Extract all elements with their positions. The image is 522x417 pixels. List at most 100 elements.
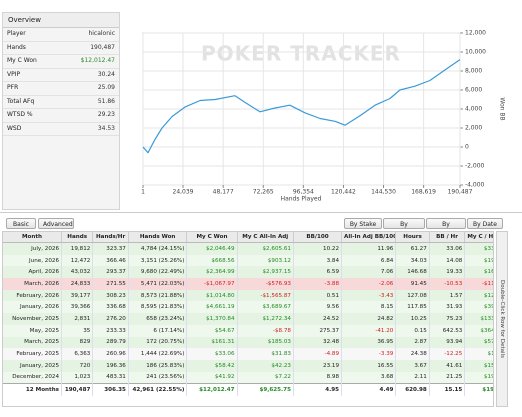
table-cell: 289.79 bbox=[92, 336, 129, 349]
x-tick-label: 190,487 bbox=[448, 189, 473, 196]
table-row[interactable]: April, 2026 43,032 293.37 9,680 (22.49%) $2,… bbox=[3, 266, 493, 279]
table-cell: 8.98 bbox=[293, 371, 343, 384]
table-cell: 41.61 bbox=[429, 359, 466, 372]
total-cell: 620.98 bbox=[395, 383, 430, 397]
table-cell: 336.68 bbox=[92, 301, 129, 314]
table-cell: 271.55 bbox=[92, 278, 129, 290]
column-header[interactable]: Hours bbox=[395, 232, 430, 243]
table-cell: $41.92 bbox=[186, 371, 238, 384]
table-cell: $2,937.15 bbox=[237, 266, 294, 279]
table-cell: 275.37 bbox=[293, 324, 343, 337]
table-cell: $161.31 bbox=[186, 336, 238, 349]
table-cell: February, 2025 bbox=[3, 348, 63, 360]
stat-label: WTSD % bbox=[7, 111, 33, 118]
table-cell: $33.06 bbox=[186, 348, 238, 360]
stat-label: WSD bbox=[7, 124, 22, 132]
table-cell: $1,014.80 bbox=[186, 289, 238, 302]
table-cell: 146.68 bbox=[395, 266, 430, 279]
table-cell: $16.1 bbox=[464, 266, 493, 279]
table-cell: 24.82 bbox=[341, 313, 397, 325]
table-cell: 14.08 bbox=[429, 254, 466, 267]
total-cell: $19.3 bbox=[464, 383, 493, 397]
table-cell: 6,363 bbox=[61, 348, 94, 360]
table-cell: $1.3 bbox=[464, 348, 493, 360]
table-cell: $2,046.49 bbox=[186, 242, 238, 255]
table-cell: 6.84 bbox=[341, 254, 397, 267]
table-cell: 323.37 bbox=[92, 242, 129, 255]
stat-row: WTSD % 29.23 bbox=[3, 109, 119, 123]
total-cell: 306.35 bbox=[92, 383, 129, 397]
table-cell: -$1,067.97 bbox=[186, 278, 238, 290]
table-cell: $19.6 bbox=[464, 254, 493, 267]
filter-button[interactable]: By Date bbox=[467, 218, 503, 229]
table-row[interactable]: February, 2026 39,177 308.23 8,573 (21.88%)… bbox=[3, 289, 493, 302]
table-cell: 642.53 bbox=[429, 324, 466, 337]
table-cell: 720 bbox=[61, 359, 94, 372]
table-cell: $42.23 bbox=[237, 359, 294, 372]
x-tick-label: 120,442 bbox=[331, 189, 356, 196]
table-cell: 293.37 bbox=[92, 266, 129, 279]
table-cell: 172 (20.75%) bbox=[128, 336, 188, 349]
table-cell: -$8.78 bbox=[237, 324, 294, 337]
table-cell: 31.93 bbox=[429, 301, 466, 314]
table-cell: 8.15 bbox=[341, 301, 397, 314]
x-tick-label: 168,619 bbox=[411, 189, 436, 196]
table-row[interactable]: January, 2025 720 196.36 186 (25.83%) $58.42… bbox=[3, 359, 493, 372]
table-cell: 91.45 bbox=[395, 278, 430, 290]
table-cell: 0.15 bbox=[395, 324, 430, 337]
table-row[interactable]: March, 2025 829 289.79 172 (20.75%) $161.31 $… bbox=[3, 336, 493, 349]
side-tab[interactable]: Double-Click Row for Details bbox=[496, 231, 508, 407]
column-header[interactable]: Hands bbox=[61, 232, 94, 243]
x-tick-label: 144,530 bbox=[371, 189, 396, 196]
table-row[interactable]: November, 2025 2,831 276.20 658 (23.24%) $1,… bbox=[3, 313, 493, 325]
total-cell: 4.49 bbox=[341, 383, 397, 397]
filter-button[interactable]: By Session bbox=[426, 218, 466, 239]
table-cell: -41.20 bbox=[341, 324, 397, 337]
table-cell: 1,444 (22.69%) bbox=[128, 348, 188, 360]
table-cell: -3.88 bbox=[293, 278, 343, 290]
total-cell: 42,961 (22.55%) bbox=[128, 383, 188, 397]
column-header[interactable]: My C / Hour bbox=[464, 232, 493, 243]
table-cell: $58.42 bbox=[186, 359, 238, 372]
table-cell: July, 2026 bbox=[3, 242, 63, 255]
table-cell: -12.25 bbox=[429, 348, 466, 360]
table-row[interactable]: January, 2026 39,366 336.68 8,595 (21.83%) $… bbox=[3, 301, 493, 314]
table-row[interactable]: March, 2026 24,833 271.55 5,471 (22.03%) -$1… bbox=[3, 278, 493, 290]
table-row[interactable]: July, 2026 19,812 323.37 4,784 (24.15%) $2,0… bbox=[3, 242, 493, 255]
tab-button[interactable]: Advanced bbox=[38, 218, 74, 229]
table-cell: 61.27 bbox=[395, 242, 430, 255]
table-cell: -$1,565.87 bbox=[237, 289, 294, 302]
column-header[interactable]: My C All-In Adj bbox=[237, 232, 294, 243]
column-header[interactable]: BB / Hr bbox=[429, 232, 466, 243]
table-cell: $2,364.99 bbox=[186, 266, 238, 279]
filter-button[interactable]: By Position bbox=[383, 218, 425, 239]
column-header[interactable]: BB/100 bbox=[293, 232, 343, 243]
stat-label: My C Won bbox=[7, 57, 37, 64]
table-row[interactable]: May, 2025 35 233.33 6 (17.14%) $54.67 -$8.78 2… bbox=[3, 324, 493, 337]
column-header[interactable]: Hands Won bbox=[128, 232, 188, 243]
table-cell: 36.95 bbox=[341, 336, 397, 349]
table-cell: 2.87 bbox=[395, 336, 430, 349]
y-tick-label: 4,000 bbox=[465, 106, 482, 113]
table-row[interactable]: February, 2025 6,363 260.96 1,444 (22.69%) $… bbox=[3, 348, 493, 360]
table-cell: 34.03 bbox=[395, 254, 430, 267]
header-row: Month Hands Hands/Hr Hands Won My C Won My C … bbox=[3, 232, 493, 243]
table-cell: 241 (23.56%) bbox=[128, 371, 188, 384]
table-cell: December, 2024 bbox=[3, 371, 63, 384]
table-row[interactable]: December, 2024 1,023 483.31 241 (23.56%) $41… bbox=[3, 371, 493, 384]
filter-button[interactable]: By Stake bbox=[344, 218, 382, 229]
total-cell: $12,012.47 bbox=[186, 383, 238, 397]
stat-label: Total AFq bbox=[7, 97, 35, 105]
column-header[interactable]: Hands/Hr bbox=[92, 232, 129, 243]
table-cell: 276.20 bbox=[92, 313, 129, 325]
column-header[interactable]: Month bbox=[3, 232, 63, 243]
tab-button[interactable]: Basic bbox=[6, 218, 36, 229]
column-header[interactable]: My C Won bbox=[186, 232, 238, 243]
line-series bbox=[142, 59, 461, 154]
stat-value: 34.53 bbox=[97, 124, 115, 132]
stat-label: Hands bbox=[7, 43, 26, 51]
column-header[interactable]: All-In Adj BB/100 bbox=[341, 232, 397, 243]
total-cell: 190,487 bbox=[61, 383, 94, 397]
table-cell: 1.57 bbox=[429, 289, 466, 302]
table-row[interactable]: June, 2026 12,472 366.46 3,151 (25.26%) $668… bbox=[3, 254, 493, 267]
